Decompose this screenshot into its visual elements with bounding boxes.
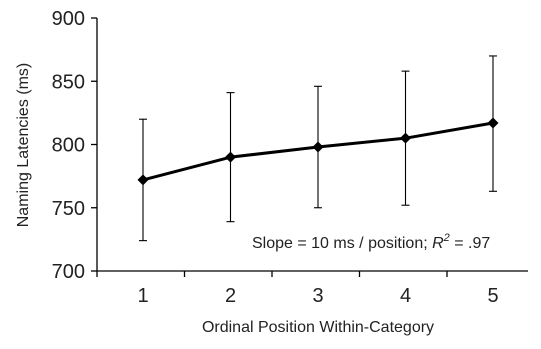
- data-point-marker: [400, 132, 411, 144]
- annotation-r-exponent: 2: [443, 232, 450, 244]
- data-point-marker: [487, 117, 499, 129]
- axes: 700 750 800 850 900 1 2 3 4 5: [52, 8, 528, 307]
- y-tick-label: 850: [52, 71, 85, 93]
- y-axis-title: Naming Latencies (ms): [15, 63, 32, 228]
- y-tick-label: 750: [52, 198, 85, 220]
- plot-area: [137, 55, 499, 242]
- x-axis-ticks: 1 2 3 4 5: [96, 271, 499, 307]
- x-tick-label: 1: [137, 285, 148, 307]
- y-axis-ticks: 700 750 800 850 900: [52, 8, 97, 283]
- annotation-suffix: = .97: [450, 235, 491, 252]
- y-tick-label: 900: [52, 8, 85, 30]
- data-point-marker: [312, 141, 324, 153]
- x-tick-label: 2: [225, 285, 236, 307]
- annotation-r-symbol: R: [432, 235, 444, 252]
- x-tick-label: 4: [400, 285, 411, 307]
- annotation-prefix: Slope = 10 ms / position;: [252, 235, 432, 252]
- slope-annotation: Slope = 10 ms / position; R2 = .97: [252, 232, 490, 252]
- x-axis-title: Ordinal Position Within-Category: [202, 319, 434, 336]
- data-point-marker: [225, 151, 236, 163]
- y-tick-label: 800: [52, 135, 85, 157]
- y-tick-label: 700: [52, 261, 85, 283]
- x-tick-label: 5: [487, 285, 498, 307]
- x-tick-label: 3: [312, 285, 323, 307]
- data-point-marker: [137, 174, 149, 186]
